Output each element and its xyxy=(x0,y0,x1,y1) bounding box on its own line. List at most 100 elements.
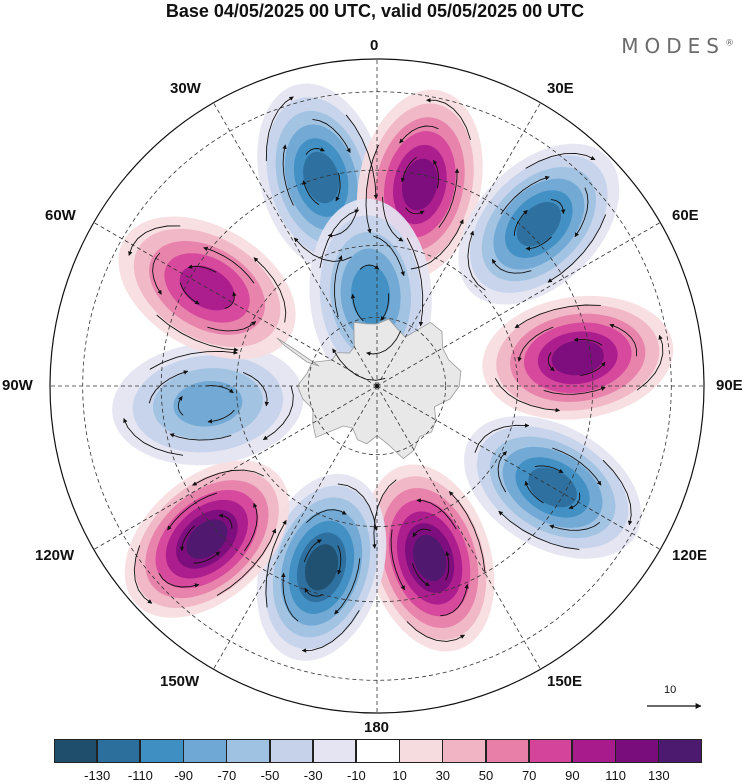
streamline xyxy=(580,361,606,377)
streamline xyxy=(609,323,638,357)
streamline xyxy=(207,409,235,424)
streamline xyxy=(169,433,232,441)
streamline xyxy=(306,509,347,524)
colorbar-swatch xyxy=(226,739,271,763)
anomaly-contour xyxy=(551,340,604,376)
lon-label-120e: 120E xyxy=(672,547,708,564)
colorbar-swatch xyxy=(442,739,487,763)
streamline xyxy=(497,451,507,493)
streamline xyxy=(128,225,181,256)
streamline xyxy=(167,492,218,531)
streamline xyxy=(282,144,294,206)
anomaly-contour xyxy=(516,201,562,247)
colorbar-tick-label: 70 xyxy=(521,768,537,783)
parallel-circle xyxy=(307,316,447,456)
streamline xyxy=(382,196,404,242)
streamline xyxy=(179,282,200,305)
brand-logo: MODES® xyxy=(621,34,734,58)
streamline xyxy=(253,257,287,323)
streamline xyxy=(390,529,405,591)
streamline xyxy=(327,207,359,238)
south-pole-dot xyxy=(375,384,379,388)
streamline xyxy=(334,558,361,615)
colorbar-swatch xyxy=(528,739,573,763)
streamline xyxy=(552,447,602,486)
streamline xyxy=(573,337,603,346)
colorbar-tick-label: 50 xyxy=(478,768,494,783)
streamline xyxy=(513,209,528,236)
streamline xyxy=(262,385,294,441)
meridian-line xyxy=(204,88,378,387)
streamline xyxy=(350,293,364,322)
anomaly-contour xyxy=(173,380,243,427)
streamline xyxy=(549,522,601,531)
streamline xyxy=(265,519,287,608)
colorbar-tick-label: -30 xyxy=(303,768,323,783)
colorbar-tick-label: -130 xyxy=(84,768,111,783)
meridian-line xyxy=(376,88,550,387)
streamline xyxy=(203,246,255,284)
streamline xyxy=(524,480,544,504)
anomaly-contour xyxy=(528,467,577,508)
lon-label-30w: 30W xyxy=(170,80,201,97)
streamline xyxy=(543,386,606,395)
brand-mark: ® xyxy=(725,38,734,49)
streamline xyxy=(498,510,580,550)
meridian-line xyxy=(79,385,378,559)
streamline xyxy=(500,175,550,215)
streamline xyxy=(359,264,380,270)
meridian-line xyxy=(376,385,550,684)
streamline xyxy=(636,334,664,391)
streamline xyxy=(332,348,386,381)
page-title: Base 04/05/2025 00 UTC, valid 05/05/2025… xyxy=(165,1,585,21)
colorbar-swatch xyxy=(53,739,98,763)
lon-label-30e: 30E xyxy=(547,80,574,97)
streamline xyxy=(319,209,360,269)
streamline xyxy=(312,118,351,153)
streamline xyxy=(218,513,233,529)
streamline xyxy=(303,539,322,563)
colorbar-tick-label: -90 xyxy=(174,768,193,783)
anomaly-contour xyxy=(412,534,447,582)
streamline xyxy=(335,172,341,202)
streamline xyxy=(305,147,325,156)
streamline xyxy=(550,199,566,215)
streamline xyxy=(400,156,417,183)
streamline xyxy=(405,207,425,215)
parallel-circle xyxy=(82,91,672,681)
streamline xyxy=(406,237,424,327)
streamline xyxy=(192,469,264,486)
colorbar-swatch xyxy=(485,739,530,763)
meridian-line xyxy=(376,213,675,387)
colorbar-swatch xyxy=(269,739,314,763)
colorbar-tick-label: 110 xyxy=(605,768,626,783)
colorbar-tick-label: -50 xyxy=(260,768,280,783)
streamline xyxy=(244,502,258,552)
streamline xyxy=(534,465,564,474)
streamline xyxy=(525,236,552,251)
colorbar-tick-label: -70 xyxy=(217,768,237,783)
streamline xyxy=(133,545,153,604)
streamline xyxy=(281,572,299,622)
streamline xyxy=(568,492,581,510)
graticule xyxy=(50,59,704,713)
streamline xyxy=(372,479,397,549)
colorbar-tick-label: -10 xyxy=(346,768,366,783)
streamline xyxy=(467,230,486,291)
streamline xyxy=(373,235,405,277)
streamline xyxy=(302,180,320,205)
streamline xyxy=(156,314,239,352)
streamline xyxy=(410,219,464,270)
streamline xyxy=(412,528,431,538)
streamline xyxy=(602,459,633,526)
lon-label-180: 180 xyxy=(364,719,390,736)
colorbar-swatch xyxy=(183,739,227,763)
streamline xyxy=(365,144,379,234)
streamline xyxy=(224,291,237,310)
streamline xyxy=(123,418,184,456)
streamline xyxy=(179,525,196,552)
streamline xyxy=(494,378,561,413)
lon-label-120w: 120W xyxy=(35,547,75,564)
colorbar-tick-label: 10 xyxy=(392,768,407,783)
streamline xyxy=(337,483,378,531)
